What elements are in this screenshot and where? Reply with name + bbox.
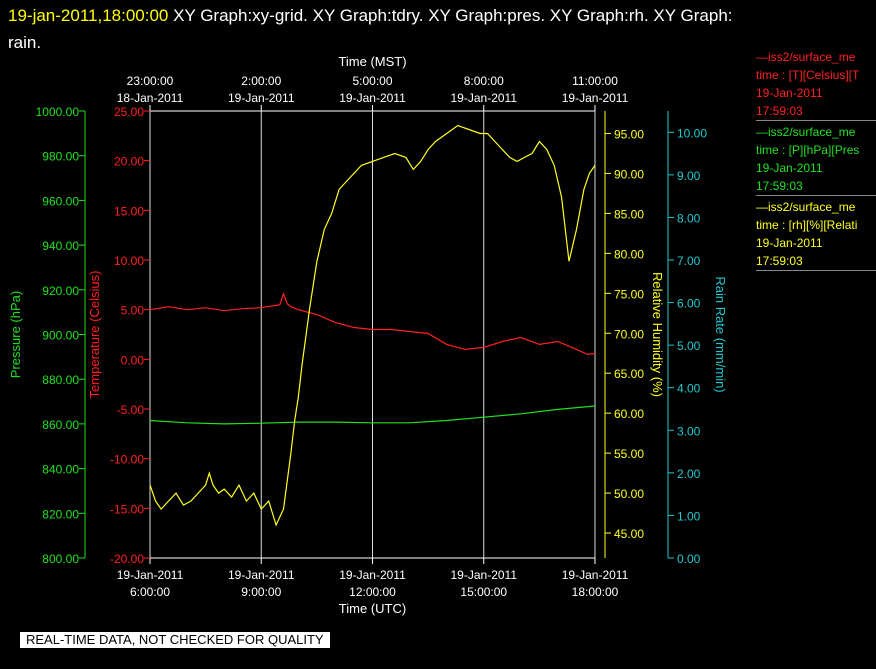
temp-tick-label: -15.00 — [110, 502, 144, 516]
top-tick-label-date: 19-Jan-2011 — [451, 91, 518, 105]
legend-line1: —iss2/surface_me — [756, 50, 856, 64]
rh-axis-title: Relative Humidity (%) — [650, 272, 665, 397]
pres-axis-title: Pressure (hPa) — [8, 291, 23, 378]
rh-tick-label: 45.00 — [614, 527, 644, 541]
legend-line4: 17:59:03 — [756, 179, 803, 193]
x-tick-label-date: 19-Jan-2011 — [117, 568, 184, 582]
x-tick-label-date: 19-Jan-2011 — [228, 568, 295, 582]
rain-tick-label: 10.00 — [677, 126, 707, 140]
timestamp: 19-jan-2011,18:00:00 — [8, 6, 169, 25]
x-tick-label-date: 19-Jan-2011 — [339, 568, 406, 582]
rh-tick-label: 70.00 — [614, 327, 644, 341]
rain-tick-label: 7.00 — [677, 254, 701, 268]
top-tick-label-date: 19-Jan-2011 — [562, 91, 629, 105]
quality-note: REAL-TIME DATA, NOT CHECKED FOR QUALITY — [20, 632, 330, 648]
rh-tick-label: 65.00 — [614, 367, 644, 381]
series-pres-line — [149, 405, 596, 425]
x-tick-label-date: 19-Jan-2011 — [451, 568, 518, 582]
temp-tick-label: 20.00 — [114, 155, 144, 169]
rain-tick-label: 8.00 — [677, 211, 701, 225]
rh-tick-label: 55.00 — [614, 447, 644, 461]
rh-tick-label: 75.00 — [614, 287, 644, 301]
pres-tick-label: 960.00 — [42, 194, 79, 208]
rain-axis-title: Rain Rate (mm/min) — [713, 276, 728, 392]
pres-tick-label: 900.00 — [42, 329, 79, 343]
pres-tick-label: 920.00 — [42, 284, 79, 298]
rh-tick-label: 85.00 — [614, 207, 644, 221]
top-tick-label-date: 19-Jan-2011 — [339, 91, 406, 105]
top-tick-label-time: 5:00:00 — [352, 74, 392, 88]
top-tick-label-time: 2:00:00 — [241, 74, 281, 88]
rain-tick-label: 2.00 — [677, 467, 701, 481]
top-tick-label-date: 18-Jan-2011 — [117, 91, 184, 105]
top-tick-label-time: 8:00:00 — [464, 74, 504, 88]
series-temp-line — [149, 292, 596, 356]
top-tick-label-date: 19-Jan-2011 — [228, 91, 295, 105]
legend-line2: time : [P][hPa][Pres — [756, 143, 860, 157]
temp-axis-title: Temperature (Celsius) — [87, 271, 102, 399]
series-rh-line — [149, 124, 596, 527]
rain-tick-label: 5.00 — [677, 339, 701, 353]
legend-line1: —iss2/surface_me — [756, 125, 856, 139]
graph-list-continued: rain. — [8, 33, 42, 52]
temp-tick-label: 25.00 — [114, 105, 144, 119]
rain-tick-label: 6.00 — [677, 297, 701, 311]
pres-tick-label: 980.00 — [42, 150, 79, 164]
rain-tick-label: 1.00 — [677, 509, 701, 523]
temp-tick-label: 15.00 — [114, 204, 144, 218]
x-tick-label-time: 18:00:00 — [572, 585, 619, 599]
temp-tick-label: 0.00 — [121, 353, 145, 367]
legend-line4: 17:59:03 — [756, 254, 803, 268]
legend-line2: time : [rh][%][Relati — [756, 218, 858, 232]
graph-list: XY Graph:xy-grid. XY Graph:tdry. XY Grap… — [173, 6, 733, 25]
legend-line2: time : [T][Celsius][T — [756, 68, 860, 82]
rain-tick-label: 0.00 — [677, 552, 701, 566]
rain-tick-label: 4.00 — [677, 382, 701, 396]
legend-line3: 19-Jan-2011 — [756, 236, 823, 250]
pres-tick-label: 1000.00 — [36, 105, 80, 119]
pres-tick-label: 840.00 — [42, 463, 79, 477]
x-tick-label-time: 9:00:00 — [241, 585, 281, 599]
graph-title: 19-jan-2011,18:00:00 XY Graph:xy-grid. X… — [8, 2, 868, 56]
pres-tick-label: 940.00 — [42, 239, 79, 253]
legend-line3: 19-Jan-2011 — [756, 161, 823, 175]
pres-tick-label: 820.00 — [42, 507, 79, 521]
x-tick-label-time: 12:00:00 — [349, 585, 396, 599]
legend-line3: 19-Jan-2011 — [756, 86, 823, 100]
top-tick-label-time: 11:00:00 — [572, 74, 618, 88]
rh-tick-label: 80.00 — [614, 247, 644, 261]
legend-line1: —iss2/surface_me — [756, 200, 856, 214]
x-axis-title: Time (UTC) — [339, 601, 406, 616]
legend: —iss2/surface_me time : [T][Celsius][T 19-… — [756, 48, 876, 273]
x-tick-label-date: 19-Jan-2011 — [562, 568, 629, 582]
pres-tick-label: 860.00 — [42, 418, 79, 432]
temp-tick-label: -10.00 — [110, 453, 144, 467]
temp-tick-label: 10.00 — [114, 254, 144, 268]
top-axis-title: Time (MST) — [338, 54, 406, 69]
temp-tick-label: -5.00 — [117, 403, 145, 417]
rain-tick-label: 3.00 — [677, 424, 701, 438]
top-tick-label-time: 23:00:00 — [127, 74, 174, 88]
rh-tick-label: 90.00 — [614, 167, 644, 181]
rh-tick-label: 50.00 — [614, 487, 644, 501]
pres-tick-label: 800.00 — [42, 552, 79, 566]
x-tick-label-time: 6:00:00 — [130, 585, 170, 599]
temp-tick-label: 5.00 — [121, 304, 145, 318]
rain-tick-label: 9.00 — [677, 169, 701, 183]
pres-tick-label: 880.00 — [42, 373, 79, 387]
legend-line4: 17:59:03 — [756, 104, 803, 118]
temp-tick-label: -20.00 — [110, 552, 144, 566]
x-tick-label-time: 15:00:00 — [460, 585, 507, 599]
rh-tick-label: 60.00 — [614, 407, 644, 421]
rh-tick-label: 95.00 — [614, 127, 644, 141]
